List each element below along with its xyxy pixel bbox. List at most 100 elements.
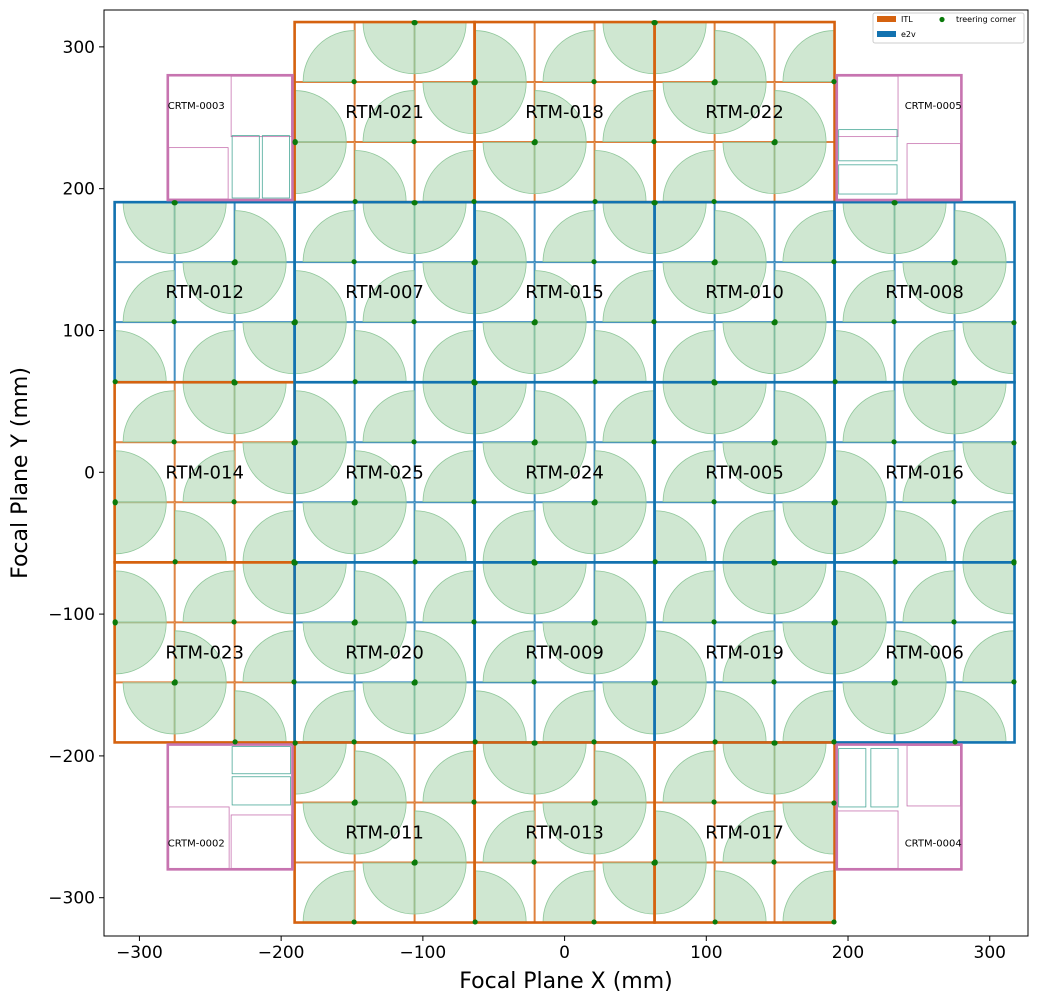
treering-corner-marker — [591, 919, 597, 925]
treering-quarter — [714, 210, 767, 263]
x-tick-label: 300 — [974, 943, 1006, 963]
treering-quarter — [722, 442, 775, 495]
treering-quarter — [234, 382, 287, 435]
treering-quarter — [834, 330, 887, 383]
wavefront-sensor-outline — [231, 776, 291, 806]
treering-quarter — [542, 210, 595, 263]
treering-quarter — [722, 322, 775, 375]
treering-quarter — [654, 510, 707, 563]
treering-quarter — [894, 630, 947, 683]
treering-quarter — [594, 450, 647, 503]
treering-quarter — [482, 510, 535, 563]
treering-quarter — [114, 502, 167, 555]
corner-raft-label: CRTM-0002 — [168, 838, 225, 849]
treering-corner-marker — [471, 799, 477, 805]
x-tick-label: 200 — [832, 943, 864, 963]
treering-quarter — [722, 142, 775, 195]
treering-quarter — [594, 330, 647, 383]
treering-quarter — [662, 262, 715, 315]
treering-corner-marker — [292, 319, 298, 325]
treering-corner-marker — [411, 439, 417, 445]
treering-quarter — [354, 750, 407, 803]
sensors-layer — [114, 22, 1015, 923]
treering-quarter — [362, 390, 415, 443]
treering-quarter — [422, 330, 475, 383]
treering-quarter — [834, 450, 887, 503]
treering-quarter — [354, 150, 407, 202]
treering-corner-marker — [831, 259, 837, 265]
treering-quarter — [542, 802, 595, 855]
treering-corner-marker — [772, 138, 778, 145]
treering-corner-marker — [712, 259, 718, 265]
treering-quarter — [534, 442, 587, 495]
guide-sensor-outline — [906, 143, 961, 200]
treering-corner-marker — [351, 919, 357, 925]
treering-corner-marker — [171, 439, 177, 445]
treering-corner-marker — [892, 679, 898, 685]
treering-quarter — [662, 330, 715, 383]
treering-corner-marker — [712, 380, 718, 386]
treering-quarter — [602, 270, 655, 323]
treering-corner-marker — [711, 619, 717, 625]
corner-raft-label: CRTM-0004 — [905, 838, 962, 849]
treering-quarter — [594, 802, 647, 855]
treering-corner-marker — [711, 198, 717, 205]
treering-corner-marker — [831, 739, 837, 745]
treering-quarter — [894, 510, 947, 563]
treering-corner-marker — [292, 740, 298, 746]
x-tick-label: 0 — [559, 943, 570, 963]
treering-quarter — [422, 382, 475, 435]
treering-quarter — [242, 510, 295, 563]
treering-quarter — [774, 270, 827, 323]
treering-corner-marker — [292, 138, 298, 145]
treering-quarter — [774, 90, 827, 142]
treering-corner-marker — [532, 439, 538, 445]
treering-corner-marker — [1011, 679, 1017, 685]
treering-quarter — [594, 150, 647, 202]
raft-label: RTM-013 — [525, 822, 604, 843]
raft-label: RTM-021 — [345, 102, 424, 123]
treering-quarter — [482, 810, 535, 863]
raft-label: RTM-006 — [885, 642, 964, 663]
treering-corner-marker — [891, 319, 897, 325]
raft-label: RTM-017 — [705, 822, 784, 843]
y-tick-label: −300 — [48, 889, 95, 909]
treering-corner-marker — [172, 559, 178, 565]
raft-boundary — [833, 561, 1016, 744]
treering-quarter — [414, 862, 467, 915]
treering-quarter — [422, 450, 475, 503]
treering-quarter — [534, 90, 587, 142]
treering-quarter — [414, 510, 467, 563]
raft-label: RTM-009 — [525, 642, 604, 663]
treering-corner-marker — [531, 679, 537, 685]
y-tick-label: −200 — [48, 747, 95, 767]
treering-quarter — [354, 450, 407, 503]
treering-quarter — [414, 630, 467, 683]
treering-quarter — [294, 90, 347, 142]
treering-quarter — [782, 502, 835, 555]
treering-corner-marker — [352, 619, 358, 625]
treering-corner-marker — [472, 259, 478, 265]
treering-quarter — [474, 30, 527, 83]
treering-quarter — [962, 442, 1015, 495]
treering-corner-marker — [832, 619, 838, 625]
treering-corner-marker — [712, 739, 718, 745]
treering-corner-marker — [652, 679, 658, 685]
treering-corner-marker — [771, 679, 777, 685]
treering-corner-marker — [651, 439, 657, 445]
treering-quarter — [354, 622, 407, 675]
treering-corner-marker — [772, 439, 778, 445]
treering-corner-marker — [231, 619, 237, 625]
guide-sensor-outline — [168, 806, 230, 869]
treering-corner-marker — [412, 20, 418, 26]
treering-quarter — [422, 570, 475, 623]
treering-corner-marker — [831, 919, 837, 925]
treering-quarter — [954, 382, 1007, 435]
x-tick-label: −200 — [258, 943, 305, 963]
treering-quarter — [722, 810, 775, 863]
treering-quarter — [834, 622, 887, 675]
treering-quarter — [774, 142, 827, 195]
treering-corner-marker — [172, 200, 178, 206]
corner-raft-boundary — [835, 73, 963, 202]
treering-quarter — [122, 390, 175, 443]
